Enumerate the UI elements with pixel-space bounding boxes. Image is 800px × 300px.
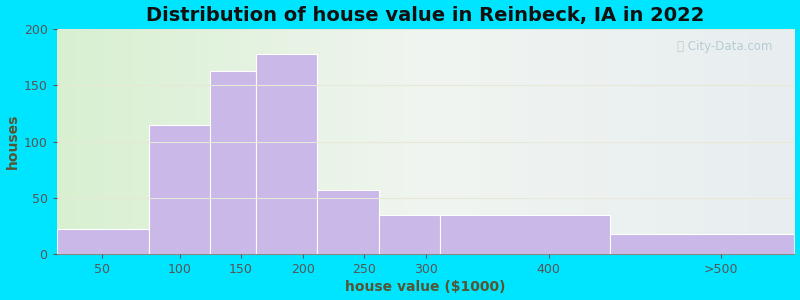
Bar [210,70,256,254]
Bar [318,190,379,254]
X-axis label: house value ($1000): house value ($1000) [346,280,506,294]
Bar [379,215,440,254]
Bar [610,234,794,254]
Title: Distribution of house value in Reinbeck, IA in 2022: Distribution of house value in Reinbeck,… [146,6,705,25]
Text: ⎙ City-Data.com: ⎙ City-Data.com [677,40,772,53]
Bar [256,54,318,254]
Y-axis label: houses: houses [6,114,19,169]
Bar [57,230,149,254]
Bar [440,215,610,254]
Bar [149,125,210,254]
